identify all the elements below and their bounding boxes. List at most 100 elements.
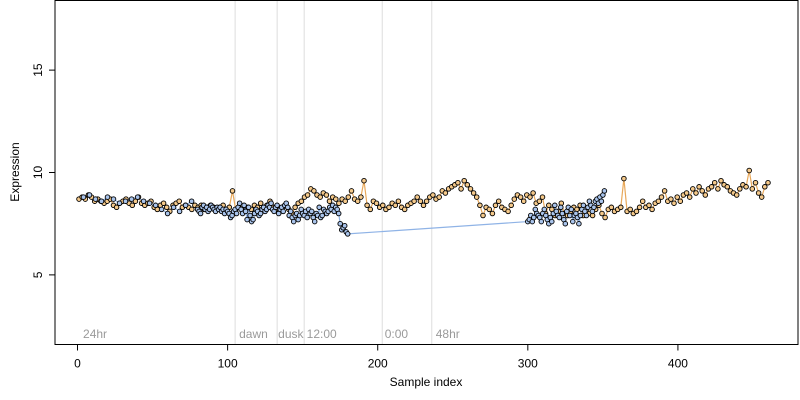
data-point-b [316, 204, 322, 211]
data-point-b [92, 196, 99, 202]
data-point-b [80, 194, 87, 200]
data-point-b [98, 198, 105, 204]
series-lines [78, 170, 769, 235]
data-point-b [122, 198, 129, 204]
data-point-a [477, 202, 483, 209]
data-point-a [633, 208, 640, 215]
data-point-b [341, 222, 348, 229]
data-point-a [530, 190, 536, 196]
time-annotation-label: 0:00 [385, 327, 409, 341]
data-point-a [508, 202, 514, 209]
data-point-a [639, 198, 646, 204]
data-point-b [570, 218, 576, 225]
data-point-a [367, 206, 374, 213]
data-point-b [152, 202, 159, 209]
data-point-b [549, 218, 555, 225]
data-point-a [486, 206, 493, 213]
x-tick-label: 400 [668, 357, 688, 371]
data-point-a [758, 194, 765, 200]
data-point-a [671, 200, 677, 206]
data-point-b [280, 208, 286, 215]
data-point-a [711, 179, 718, 186]
data-point-a [436, 194, 442, 200]
data-point-a [718, 177, 724, 184]
data-point-b [335, 210, 342, 217]
data-point-b [556, 214, 563, 221]
data-point-a [470, 190, 477, 196]
data-point-a [737, 186, 743, 192]
data-point-a [646, 202, 652, 209]
data-point-b [134, 194, 141, 200]
data-point-b [567, 212, 573, 219]
data-point-a [464, 182, 471, 188]
data-point-a [690, 186, 696, 192]
data-point-b [197, 210, 204, 217]
data-point-a [627, 206, 633, 213]
data-point-a [505, 208, 511, 215]
data-point-b [284, 204, 291, 211]
data-point-b [601, 188, 608, 194]
data-point-a [354, 198, 361, 204]
data-point-b [562, 220, 569, 227]
data-point-b [188, 198, 195, 204]
data-point-a [395, 198, 402, 204]
data-point-a [386, 204, 392, 211]
data-point-b [140, 198, 147, 204]
data-point-a [430, 192, 436, 198]
data-point-b [308, 208, 315, 215]
data-point-a [492, 202, 499, 209]
x-tick-label: 100 [218, 357, 238, 371]
y-axis-label: Expression [8, 142, 22, 201]
data-point-b [311, 218, 318, 225]
data-point-a [411, 198, 417, 204]
data-point-a [517, 194, 524, 200]
time-annotation-label: 12:00 [307, 327, 337, 341]
data-point-b [559, 210, 566, 217]
data-point-a [668, 196, 674, 202]
data-point-a [189, 206, 195, 213]
data-point-b [244, 216, 250, 223]
data-point-b [241, 202, 247, 209]
data-point-b [146, 200, 153, 206]
data-point-a [414, 194, 420, 200]
data-point-a [602, 214, 608, 221]
data-point-b [170, 204, 177, 211]
data-point-a [229, 188, 236, 194]
y-axis: 5 10 15 [31, 63, 56, 278]
data-point-b [110, 196, 117, 202]
data-point-b [274, 202, 280, 209]
data-point-a [733, 192, 740, 198]
data-point-b [531, 214, 537, 221]
data-point-b [319, 212, 325, 219]
data-point-a [326, 198, 333, 204]
data-point-a [345, 194, 352, 200]
x-axis: 0 100 200 300 400 [74, 344, 688, 371]
time-annotation-label: dusk [278, 327, 304, 341]
data-point-a [546, 202, 552, 209]
data-point-a [333, 196, 339, 202]
data-point-a [358, 194, 364, 200]
data-point-a [392, 202, 399, 209]
time-annotations: 24hr dawn dusk 12:00 0:00 48hr [83, 327, 460, 341]
data-point-b [337, 220, 343, 227]
data-point-b [164, 210, 171, 217]
data-point-a [686, 194, 693, 200]
y-tick-label: 10 [31, 166, 45, 180]
data-point-b [541, 206, 548, 213]
data-point-a [511, 196, 518, 202]
data-point-b [304, 214, 310, 221]
data-point-a [599, 210, 605, 217]
data-point-a [323, 192, 330, 198]
series-line-a [78, 170, 769, 219]
data-point-a [683, 190, 690, 196]
data-point-b [128, 196, 135, 202]
data-point-a [257, 200, 264, 206]
data-point-a [696, 184, 702, 190]
data-point-a [176, 198, 182, 204]
data-point-a [480, 212, 486, 219]
data-point-b [576, 220, 582, 227]
data-point-b [591, 204, 597, 211]
y-tick-label: 5 [31, 271, 45, 278]
data-point-b [538, 218, 545, 225]
